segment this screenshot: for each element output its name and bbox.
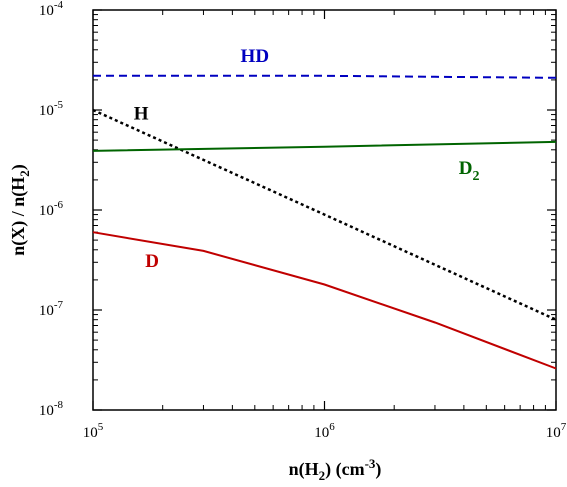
series-label-d: D [145, 251, 159, 272]
series-line-d2 [92, 140, 557, 152]
y-tick-label: 10-7 [39, 299, 64, 319]
series-label-h: H [134, 103, 149, 124]
series-label-d2: D2 [459, 158, 480, 184]
x-tick-label: 107 [546, 421, 567, 441]
series-labels: HD H D2 D [134, 46, 480, 272]
axis-ticks: 105 106 107 10-8 10-7 10-6 10-5 10-4 [39, 0, 567, 441]
y-axis-title: n(X) / n(H2) [8, 164, 32, 256]
x-axis-title: n(H2) (cm-3) [289, 456, 382, 483]
y-tick-label: 10-6 [39, 199, 64, 219]
y-tick-label: 10-4 [39, 0, 64, 19]
plot-frame [92, 9, 557, 411]
series-lines [92, 74, 557, 370]
series-line-d [92, 231, 557, 370]
y-tick-label: 10-5 [39, 99, 64, 119]
x-tick-label: 106 [314, 421, 335, 441]
y-tick-label: 10-8 [39, 399, 64, 419]
series-label-hd: HD [241, 46, 270, 67]
series-line-hd [93, 74, 557, 79]
series-line-h [92, 108, 557, 321]
x-tick-label: 105 [83, 421, 104, 441]
